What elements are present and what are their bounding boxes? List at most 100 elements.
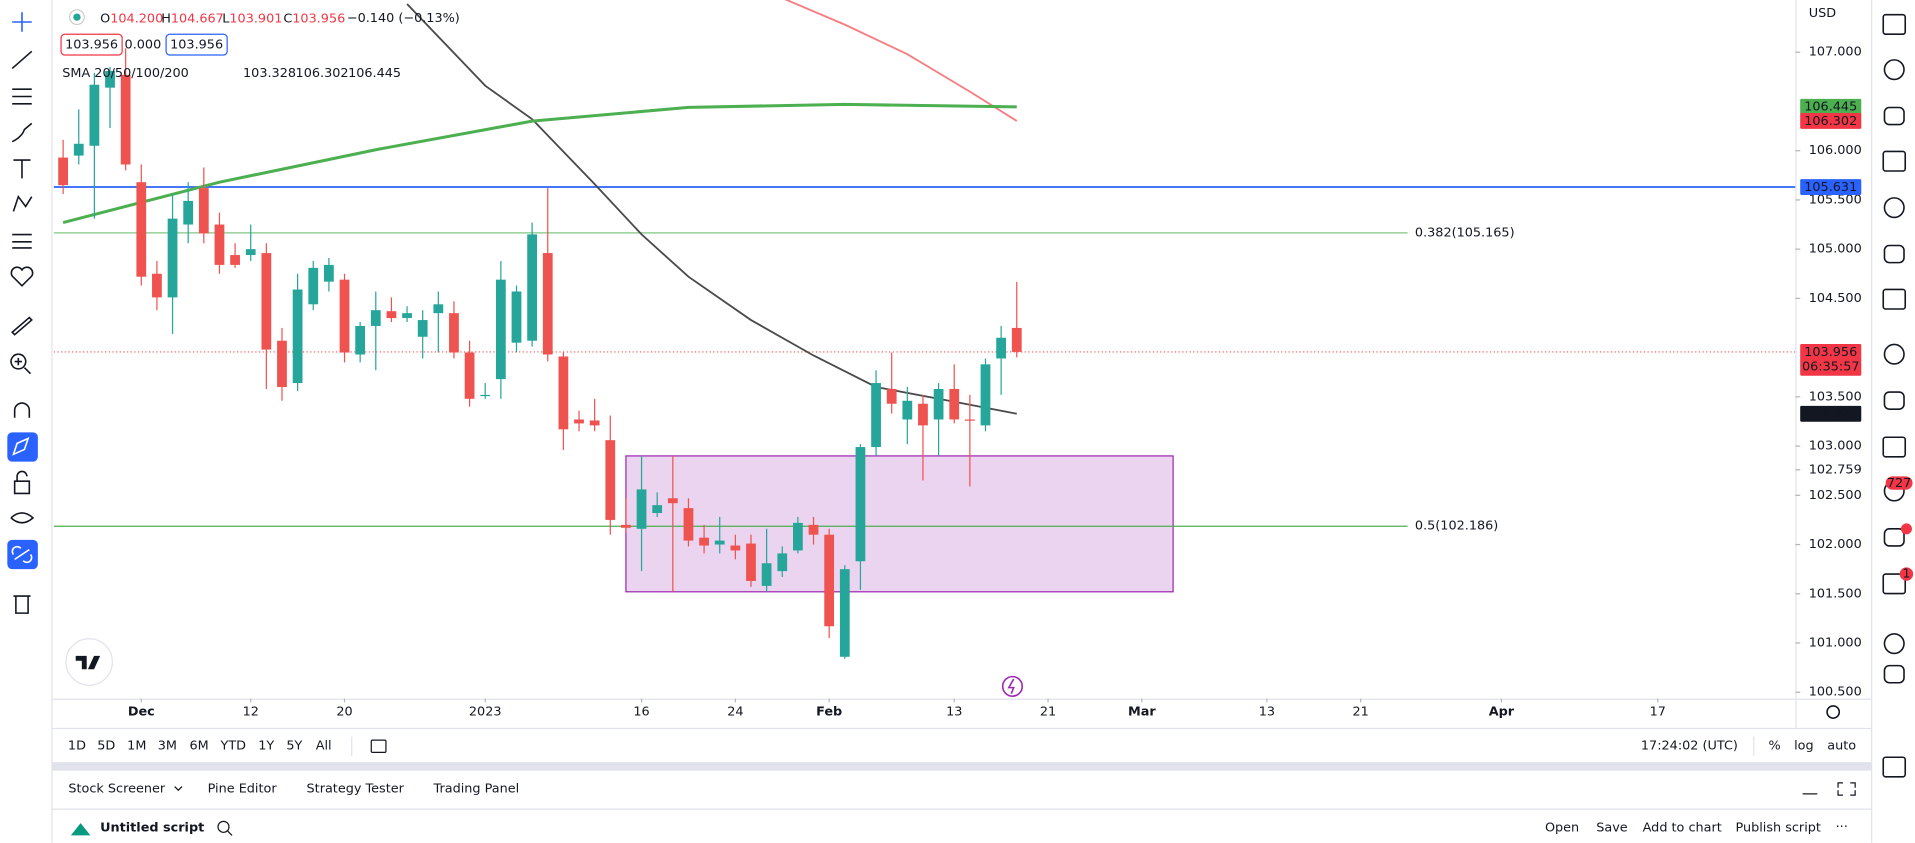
tool-icon[interactable]: [11, 545, 33, 564]
range-button[interactable]: 1Y: [258, 739, 274, 754]
maximize[interactable]: [1837, 782, 1856, 796]
tool-glyph: [10, 353, 32, 375]
sidebar-icon[interactable]: [1882, 288, 1907, 310]
range-button[interactable]: 3M: [158, 739, 177, 754]
compare-icon[interactable]: [370, 739, 387, 753]
candle-body: [964, 419, 975, 421]
x-tick-label: 21: [1353, 705, 1369, 720]
ohlc-value: H104.667: [161, 11, 224, 26]
range-button[interactable]: 6M: [189, 739, 208, 754]
x-tick-label: Feb: [816, 705, 842, 720]
range-button[interactable]: 1D: [68, 739, 86, 754]
tool-icon[interactable]: [13, 470, 31, 495]
panel-tab[interactable]: Pine Editor: [208, 781, 278, 796]
ohlc-number: 103.901: [229, 11, 282, 26]
x-tick-label: 17: [1650, 705, 1666, 720]
sidebar-icon[interactable]: [1883, 391, 1905, 410]
range-button[interactable]: YTD: [220, 739, 247, 754]
tool-icon[interactable]: [11, 316, 33, 336]
tool-icon[interactable]: [10, 266, 34, 287]
tool-icon[interactable]: [12, 233, 32, 249]
candle-body: [73, 143, 84, 156]
search-icon[interactable]: [217, 820, 230, 833]
badge: 727: [1887, 476, 1911, 491]
badge-bg: [1885, 476, 1913, 490]
candle-body: [824, 534, 835, 627]
tool-icon[interactable]: [12, 88, 32, 105]
x-tick-label: Mar: [1128, 705, 1156, 720]
scale-option[interactable]: %: [1768, 739, 1780, 754]
sidebar-icon[interactable]: [1882, 13, 1907, 36]
candle-body: [464, 352, 475, 399]
sidebar-icon[interactable]: [1883, 197, 1905, 219]
y-tick-label: 102.000: [1809, 537, 1862, 552]
candle-body: [949, 388, 960, 420]
sidebar-icon[interactable]: [1883, 59, 1905, 81]
spread: 0.000: [125, 38, 162, 53]
candle-body: [370, 310, 381, 326]
panel-action[interactable]: Save: [1596, 821, 1628, 836]
candle-body: [574, 419, 584, 424]
candle-body: [245, 249, 256, 256]
panel-tab[interactable]: Strategy Tester: [307, 781, 405, 796]
panel-action[interactable]: Add to chart: [1643, 821, 1722, 836]
tool-icon[interactable]: [12, 437, 30, 456]
tool-icon[interactable]: [12, 194, 33, 212]
ui: 107.000 106.000 105.500 105.000 104.500 103.5…: [7, 6, 1914, 836]
tool-icon[interactable]: [11, 50, 33, 70]
tool-glyph: [12, 88, 32, 105]
sidebar-icon[interactable]: [1882, 573, 1907, 595]
sidebar-icon[interactable]: [1883, 244, 1905, 264]
tool-icon[interactable]: [13, 159, 31, 179]
tool-icon[interactable]: [10, 353, 32, 375]
settings-icon: [1826, 705, 1841, 719]
candle-body: [230, 255, 240, 265]
candle-body: [214, 224, 225, 265]
x-tick-label: 13: [946, 705, 962, 720]
tool-icon[interactable]: [11, 122, 33, 143]
range-button[interactable]: 5Y: [286, 739, 302, 754]
range-button[interactable]: All: [316, 739, 332, 754]
candle-body: [871, 383, 881, 448]
price-tag: [1800, 98, 1862, 115]
tool-glyph: [11, 122, 33, 143]
candle-body: [386, 311, 397, 319]
panel-tab[interactable]: Trading Panel: [433, 781, 520, 796]
sidebar-icon[interactable]: [1882, 150, 1907, 172]
ohlc-key: O: [100, 11, 110, 26]
tool-icon[interactable]: [13, 595, 31, 614]
ohlc-value: L103.901: [222, 11, 282, 26]
panel-action[interactable]: Publish script: [1735, 821, 1820, 836]
sidebar-icon[interactable]: [1883, 633, 1905, 655]
sidebar-icon[interactable]: [1883, 528, 1905, 547]
candle-body: [918, 403, 928, 426]
sidebar-icon[interactable]: [1882, 756, 1907, 778]
candle-body: [58, 157, 69, 186]
sidebar-icon[interactable]: [1883, 106, 1905, 126]
symbol-status-dot: [73, 13, 81, 21]
tool-icon[interactable]: [13, 402, 31, 418]
scale-option[interactable]: log: [1794, 739, 1814, 754]
sidebar-icon[interactable]: [1883, 664, 1905, 684]
panel-tab[interactable]: Stock Screener: [68, 781, 165, 796]
candle-body: [589, 420, 600, 426]
sma-line: [62, 102, 1017, 225]
panel-action[interactable]: Open: [1545, 821, 1579, 836]
sma-line: [784, 0, 1018, 122]
sidebar-icon[interactable]: [1883, 343, 1905, 365]
fib-label: 0.5(102.186): [1415, 519, 1498, 534]
candle-body: [261, 253, 272, 350]
scale-option[interactable]: auto: [1827, 739, 1856, 754]
sidebar-icon[interactable]: [1882, 436, 1907, 458]
range-button[interactable]: 1M: [127, 739, 146, 754]
candle-body: [886, 388, 897, 404]
candle-body: [839, 569, 850, 657]
range-button[interactable]: 5D: [97, 739, 115, 754]
badge: 1: [1902, 567, 1910, 582]
tool-icon[interactable]: [12, 12, 32, 32]
candle-body: [902, 400, 913, 420]
ohlc-value: C103.956: [283, 11, 345, 26]
candle-body: [292, 289, 303, 384]
tool-icon[interactable]: [10, 512, 35, 524]
y-tick-label: 103.000: [1809, 439, 1862, 454]
